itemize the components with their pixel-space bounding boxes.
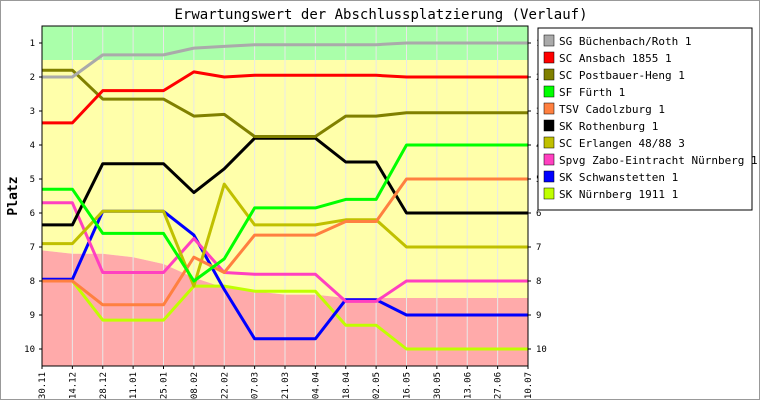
legend: SG Büchenbach/Roth 1 SC Ansbach 1855 1 SC … [537,27,758,211]
x-tick-label: 04.04 [311,372,321,399]
y-tick-label: 10 [24,345,35,355]
y-tick-label: 9 [30,311,35,321]
x-tick-label: 10.07 [524,372,534,399]
series-lines [42,41,528,351]
x-tick-label: 08.02 [190,372,200,399]
x-tick-label: 18.04 [342,372,352,399]
y-tick-label-right: 10 [536,345,547,355]
chart-title: Erwartungswert der Abschlussplatzierung … [174,7,587,23]
legend-label: TSV Cadolzburg 1 [559,103,665,116]
y-tick-label: 2 [30,73,35,83]
series-line [42,201,528,303]
series-line [42,177,528,307]
legend-box [537,27,753,211]
x-tick-label: 07.03 [251,372,261,399]
series-line [42,143,528,283]
series-line [42,182,528,288]
x-tick-label: 22.02 [220,372,230,399]
x-tick-label: 27.06 [494,372,504,399]
legend-swatch [543,136,555,149]
y-axis-label: Platz [6,176,21,215]
legend-label: SC Ansbach 1855 1 [559,52,672,65]
x-tick-label: 28.12 [99,372,109,399]
legend-label: Spvg Zabo-Eintracht Nürnberg 1 [559,154,758,167]
x-tick-label: 21.03 [281,372,291,399]
y-tick-label: 4 [30,141,35,151]
legend-swatch [543,68,555,81]
legend-swatch [543,34,555,47]
legend-swatch [543,170,555,183]
series-line [42,41,528,79]
legend-label: SK Rothenburg 1 [559,120,658,133]
x-tick-label: 11.01 [129,372,139,399]
legend-label: SG Büchenbach/Roth 1 [559,35,691,48]
x-tick-label: 16.05 [403,372,413,399]
x-tick-label: 14.12 [68,372,78,399]
legend-label: SC Postbauer-Heng 1 [559,69,685,82]
legend-swatch [543,187,555,200]
y-tick-label: 1 [30,39,35,49]
legend-swatch [543,85,555,98]
y-tick-label: 8 [30,277,35,287]
y-tick-label: 7 [30,243,35,253]
series-line [42,68,528,138]
y-tick-label-right: 8 [536,277,541,287]
y-tick-label-right: 7 [536,243,541,253]
legend-swatch [543,102,555,115]
x-tick-label: 30.11 [38,372,48,399]
legend-swatch [543,119,555,132]
y-tick-label: 3 [30,107,35,117]
legend-label: SK Schwanstetten 1 [559,171,678,184]
legend-label: SF Fürth 1 [559,86,625,99]
y-tick-label-right: 6 [536,209,541,219]
legend-label: SC Erlangen 48/88 3 [559,137,685,150]
y-tick-label-right: 9 [536,311,541,321]
series-line [42,279,528,351]
series-line [42,70,528,125]
legend-label: SK Nürnberg 1911 1 [559,188,678,201]
x-tick-label: 02.05 [372,372,382,399]
legend-swatch [543,51,555,64]
legend-swatch [543,153,555,166]
x-tick-label: 13.06 [463,372,473,399]
x-tick-label: 30.05 [433,372,443,399]
series-line [42,136,528,227]
y-tick-label: 5 [30,175,35,185]
y-tick-label: 6 [30,209,35,219]
x-tick-label: 25.01 [160,372,170,399]
